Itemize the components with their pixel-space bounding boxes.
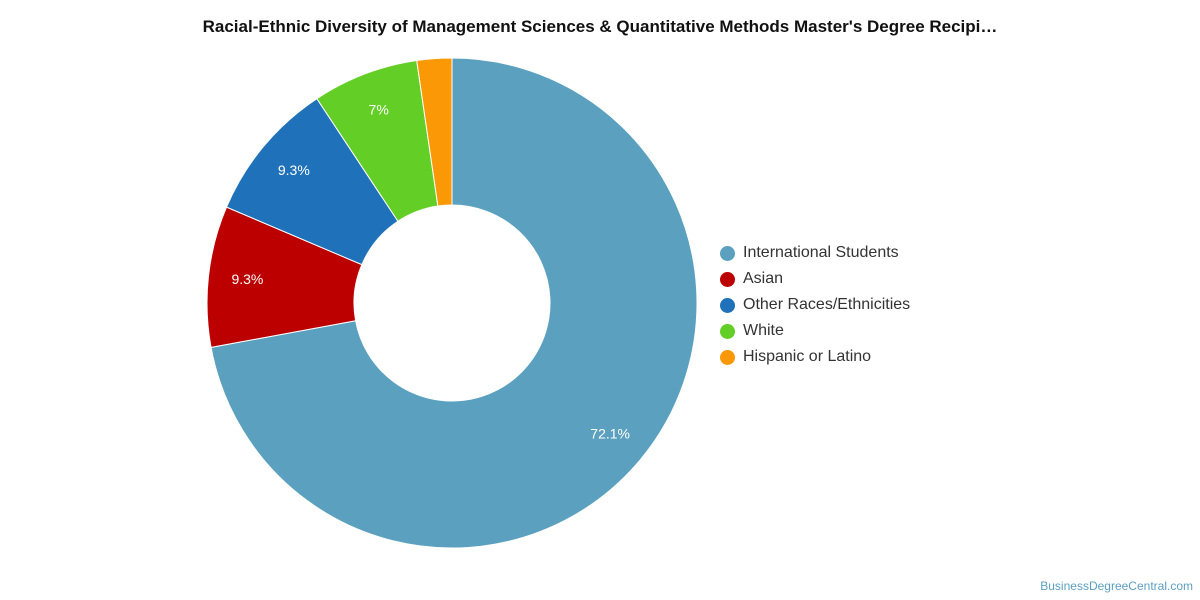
slice-hispanic-or-latino[interactable] [416,57,453,207]
slice-label-international-students: 72.1% [590,425,630,441]
slice-label-asian: 9.3% [231,271,263,287]
slice-label-other-races-ethnicities: 9.3% [278,162,310,178]
watermark: BusinessDegreeCentral.com [1040,579,1193,593]
chart-title: Racial-Ethnic Diversity of Management Sc… [202,17,998,36]
legend-label: Asian [743,270,784,287]
legend-item-asian[interactable]: Asian [720,266,910,292]
legend-item-other-races-ethnicities[interactable]: Other Races/Ethnicities [720,292,910,318]
legend-label: White [743,322,784,339]
legend-item-international-students[interactable]: International Students [720,240,910,266]
slice-international-students[interactable] [210,57,698,549]
legend-swatch-icon [720,297,735,313]
legend-swatch-icon [720,271,735,287]
legend-swatch-icon [720,349,735,365]
slices-group [206,57,698,549]
legend-label: Other Races/Ethnicities [743,296,911,313]
slice-labels-group: 72.1% 9.3% 9.3% 7% [231,101,630,441]
legend-swatch-icon [720,245,735,261]
legend-label: International Students [743,244,899,261]
legend-label: Hispanic or Latino [743,348,872,365]
slice-label-white: 7% [369,101,389,117]
legend-swatch-icon [720,323,735,339]
legend: International Students Asian Other Races/E… [720,240,910,370]
legend-item-white[interactable]: White [720,318,910,344]
legend-item-hispanic-or-latino[interactable]: Hispanic or Latino [720,344,910,370]
